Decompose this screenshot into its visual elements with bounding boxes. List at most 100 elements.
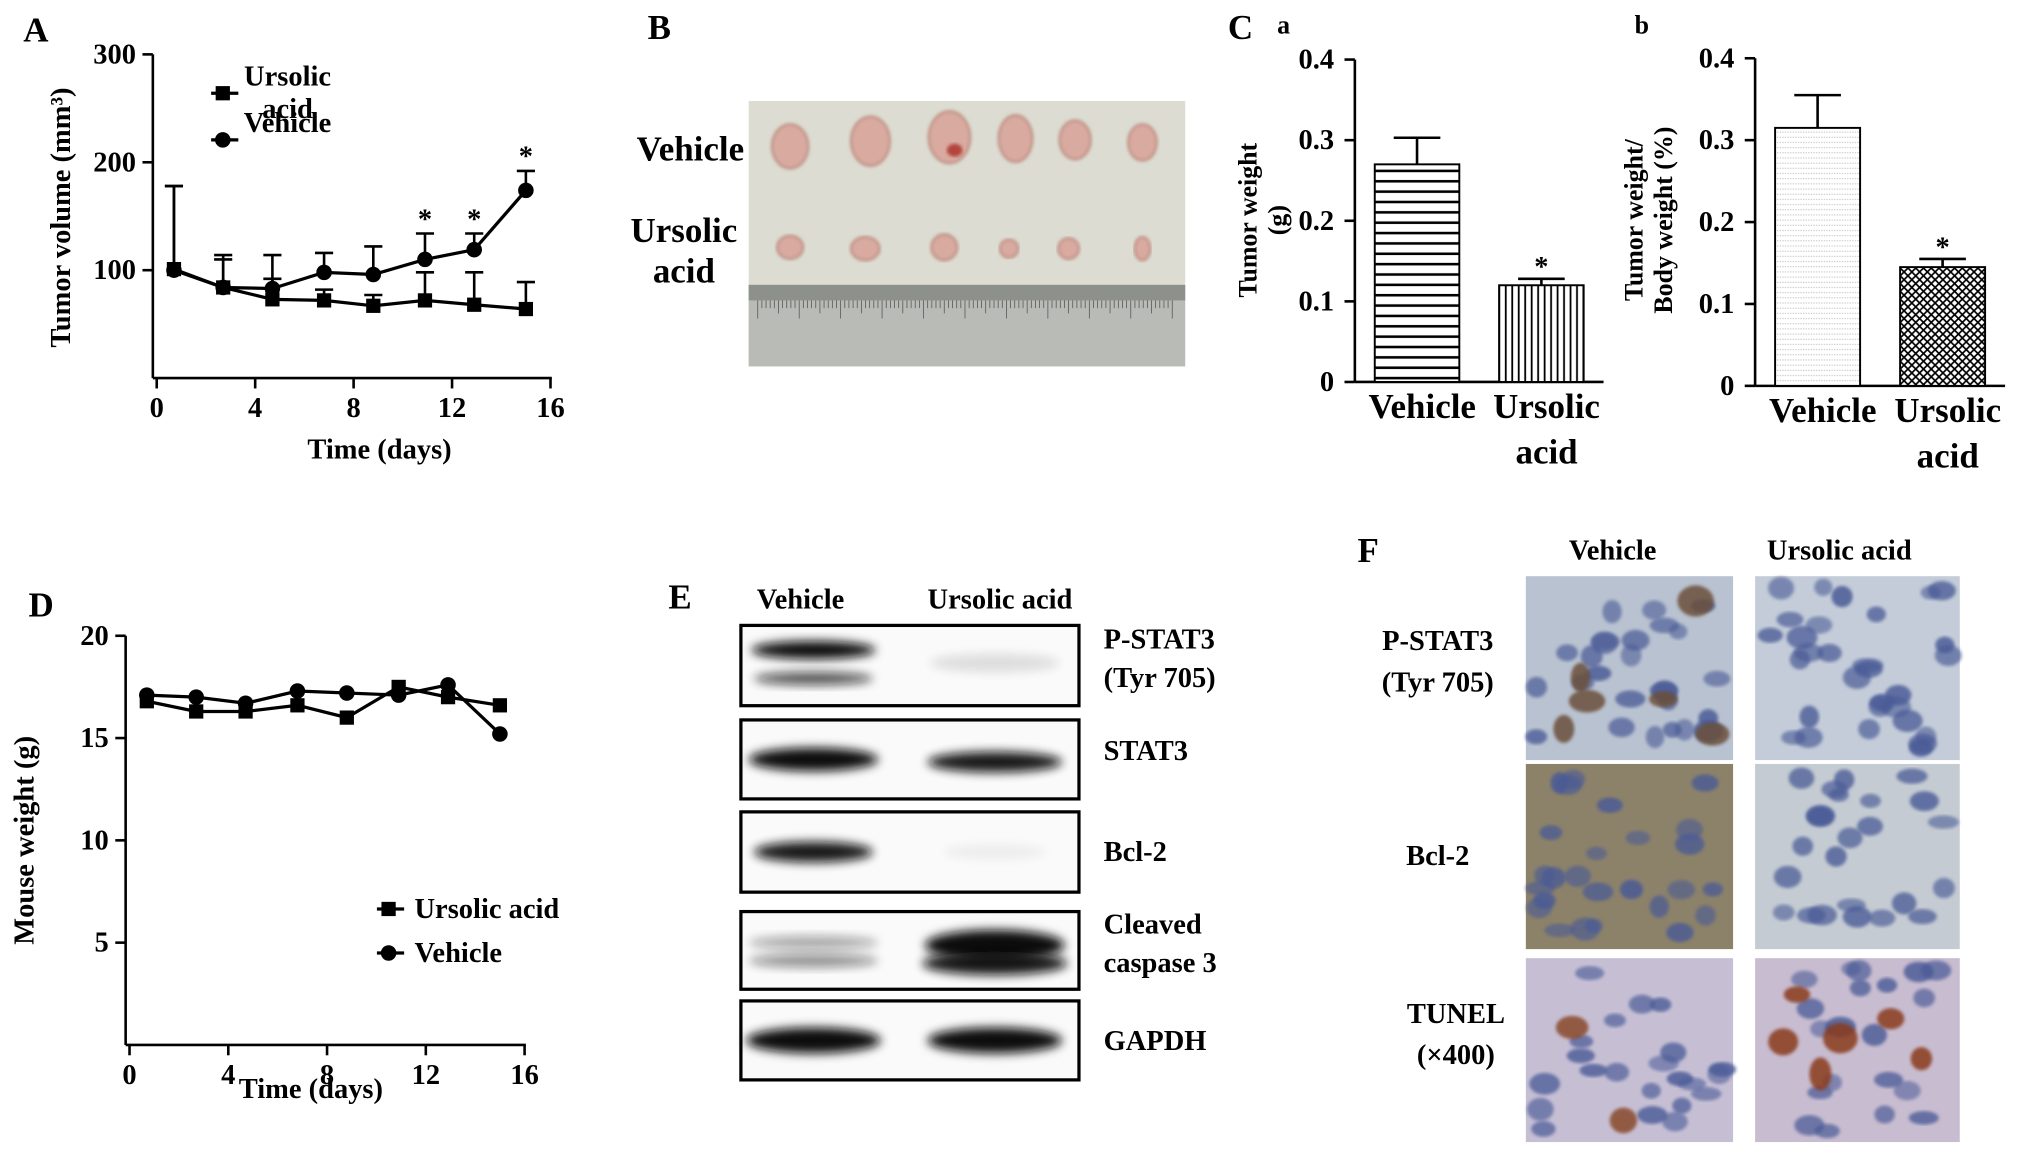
nucleus [1590,631,1618,654]
nucleus [1666,1071,1694,1087]
nucleus [1525,676,1548,698]
x-tick-label: Vehicle [1769,391,1876,430]
nucleus [1789,649,1811,670]
column-label: Ursolic acid [1767,535,1912,566]
row-label: P-STAT3 (Tyr 705) [1382,626,1494,698]
band [748,954,879,968]
nucleus [1660,1042,1687,1063]
nucleus [1821,780,1848,798]
nucleus [1645,725,1665,749]
x-tick-label: 4 [221,1060,235,1091]
nucleus [1674,719,1695,741]
x-tick-label: 8 [346,393,360,424]
x-axis-title: Time (days) [239,1074,383,1105]
legend-marker [381,901,396,917]
stained-nucleus [1695,722,1730,746]
nucleus [1628,994,1656,1014]
legend-marker [380,945,397,961]
bar [1899,266,1987,387]
marker [440,690,456,705]
x-tick-label: 16 [510,1060,538,1091]
significance: * [1935,232,1949,263]
nucleus [1757,627,1783,643]
bar [1774,126,1862,387]
panel-label: E [668,578,691,617]
x-axis-title: Time (days) [307,434,451,465]
x-tick-label: 0 [122,1060,136,1091]
nucleus [1858,719,1880,740]
y-tick-label: 300 [93,39,136,70]
row-label: GAPDH [1104,1026,1207,1057]
nucleus [1772,904,1795,921]
nucleus [1788,767,1815,789]
marker [166,262,182,278]
x-tick-label: Vehicle [1368,387,1475,426]
nucleus [1570,917,1600,941]
nucleus [1619,879,1644,900]
nucleus [1566,1048,1595,1064]
y-tick-label: 0.1 [1299,286,1335,317]
nucleus [1649,895,1669,918]
bar [1373,163,1461,383]
nucleus [1649,997,1672,1012]
significance: * [519,142,533,173]
significance: * [467,204,481,235]
nucleus [1841,961,1862,976]
nucleus [1702,882,1724,897]
bar [1498,284,1585,383]
significance: * [1534,252,1548,283]
stained-nucleus [1822,1022,1858,1054]
y-tick-label: 100 [93,255,136,286]
band [746,1027,881,1054]
tumor [850,235,881,262]
nucleus [1625,830,1651,846]
y-tick-label: 0.1 [1699,289,1735,320]
nucleus [1791,970,1818,989]
nucleus [1908,1111,1939,1125]
marker [339,710,354,725]
row-label: TUNEL (×400) [1407,999,1505,1071]
panel-sublabel: a [1277,11,1290,40]
tumor [771,123,810,170]
marker [440,677,456,693]
nucleus [1935,636,1955,654]
row-label: Ursolic acid [631,211,738,290]
nucleus [1837,827,1863,849]
band [930,653,1060,673]
nucleus [1909,738,1933,757]
stained-nucleus [1783,986,1811,1003]
marker [492,726,508,742]
nucleus [1920,585,1941,600]
tissue-image [1525,763,1734,950]
nucleus [1796,998,1825,1019]
nucleus [1773,865,1802,889]
row-label: Bcl-2 [1104,837,1167,868]
nucleus [1602,599,1622,624]
row-label: P-STAT3 (Tyr 705) [1104,625,1216,694]
tissue-image [1525,958,1737,1143]
column-label: Vehicle [1569,535,1657,566]
nucleus [1794,726,1823,748]
nucleus [1831,585,1853,608]
x-tick-label: 0 [150,393,164,424]
nucleus [1539,825,1563,841]
marker [237,695,254,712]
nucleus [1817,643,1842,663]
y-tick-label: 15 [80,723,108,754]
nucleus [1604,1013,1626,1028]
series-line [173,189,528,291]
marker [365,266,382,283]
marker [189,704,204,719]
marker [290,698,305,713]
marker [265,292,280,307]
row-label: Cleaved caspase 3 [1104,910,1217,979]
panel-label: D [28,585,53,624]
row-label: Vehicle [637,130,744,169]
nucleus [1597,797,1623,813]
series-line [146,685,501,720]
legend-label: Ursolic acid [414,894,559,925]
marker [264,280,281,297]
nucleus [1893,1080,1921,1101]
stained-nucleus [1649,691,1678,708]
